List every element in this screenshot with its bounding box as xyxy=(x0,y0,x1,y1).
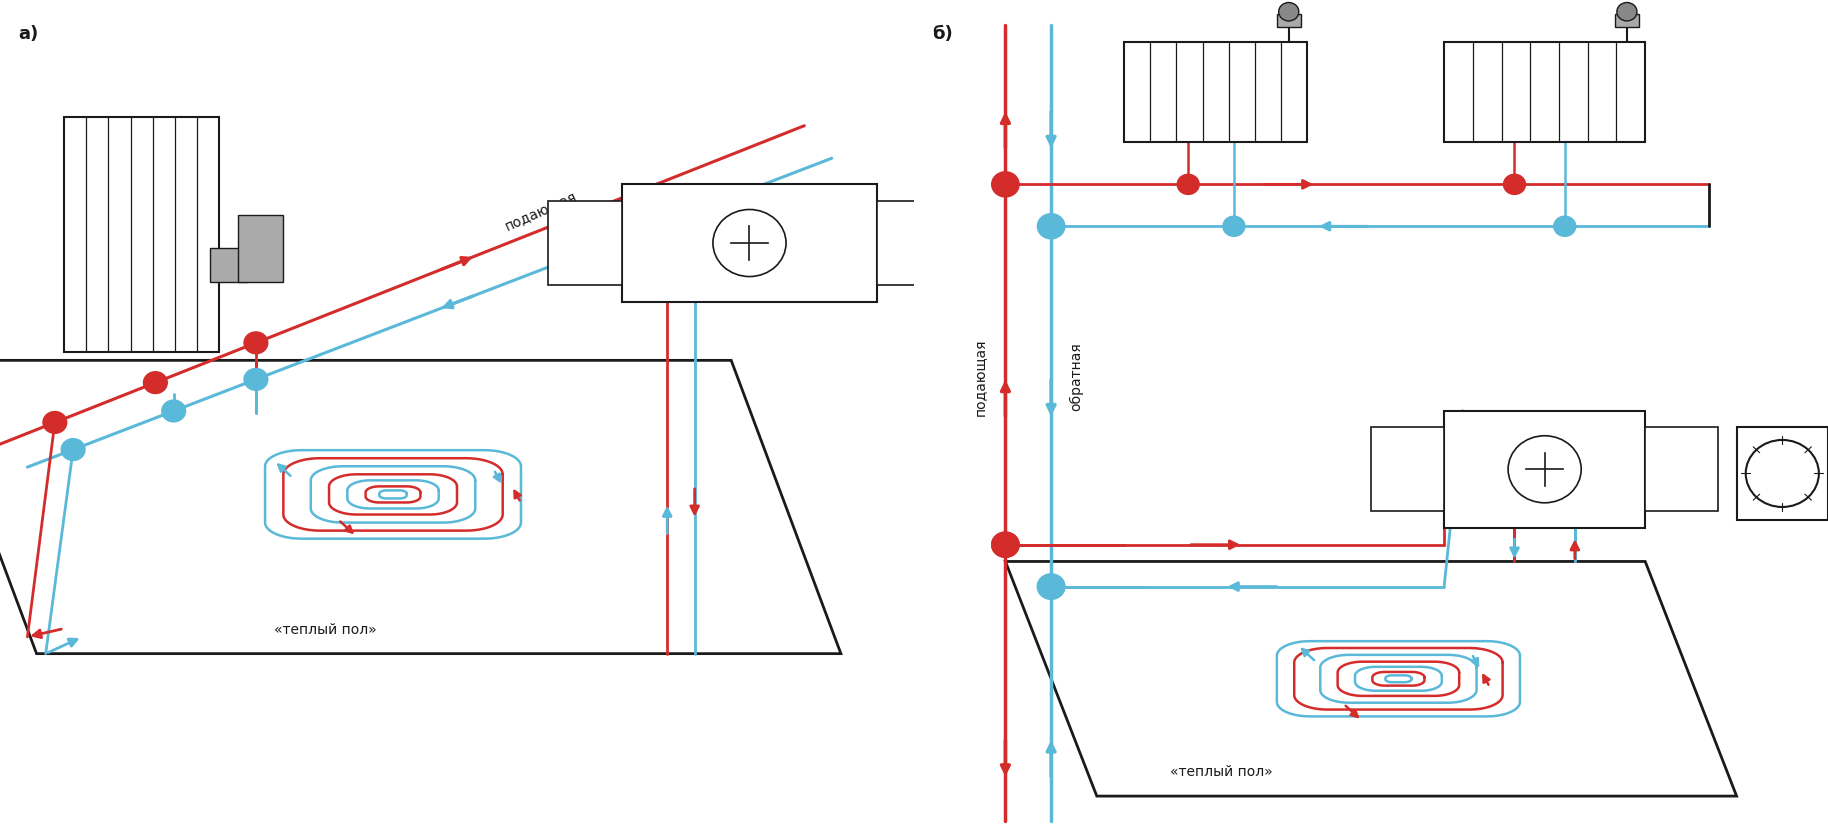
Circle shape xyxy=(143,372,168,394)
Bar xyxy=(1124,42,1307,142)
Circle shape xyxy=(1508,436,1581,503)
Circle shape xyxy=(713,210,786,277)
Circle shape xyxy=(991,172,1020,197)
Bar xyxy=(622,184,877,302)
Circle shape xyxy=(1177,174,1199,194)
Circle shape xyxy=(1223,216,1245,236)
Circle shape xyxy=(1616,3,1638,21)
Bar xyxy=(210,248,247,282)
Bar xyxy=(1444,411,1645,528)
Bar xyxy=(238,215,283,282)
Bar xyxy=(1645,427,1718,511)
Circle shape xyxy=(991,532,1020,557)
Polygon shape xyxy=(0,360,841,654)
Circle shape xyxy=(245,332,269,354)
Text: обратная: обратная xyxy=(1069,343,1084,411)
Circle shape xyxy=(1746,440,1819,507)
Bar xyxy=(1444,42,1645,142)
Circle shape xyxy=(245,369,269,391)
Bar xyxy=(548,201,622,285)
Circle shape xyxy=(1278,3,1298,21)
Bar xyxy=(1737,427,1828,520)
Circle shape xyxy=(163,400,186,422)
Text: подающая: подающая xyxy=(503,189,579,233)
Text: «теплый пол»: «теплый пол» xyxy=(274,623,377,637)
Text: подающая: подающая xyxy=(972,339,987,416)
Circle shape xyxy=(62,438,86,460)
Circle shape xyxy=(1503,174,1526,194)
Text: б): б) xyxy=(932,25,952,43)
Bar xyxy=(1614,14,1640,27)
Circle shape xyxy=(991,532,1020,557)
Polygon shape xyxy=(1005,561,1737,796)
Bar xyxy=(1371,427,1444,511)
Circle shape xyxy=(1036,574,1064,599)
Circle shape xyxy=(1554,216,1576,236)
Circle shape xyxy=(1036,574,1064,599)
Text: «теплый пол»: «теплый пол» xyxy=(1170,765,1272,779)
Text: а): а) xyxy=(18,25,38,43)
Bar xyxy=(1276,14,1302,27)
Circle shape xyxy=(42,411,68,433)
Circle shape xyxy=(1036,214,1064,239)
Bar xyxy=(877,201,951,285)
Text: обратная: обратная xyxy=(548,214,616,255)
Bar xyxy=(64,117,219,352)
